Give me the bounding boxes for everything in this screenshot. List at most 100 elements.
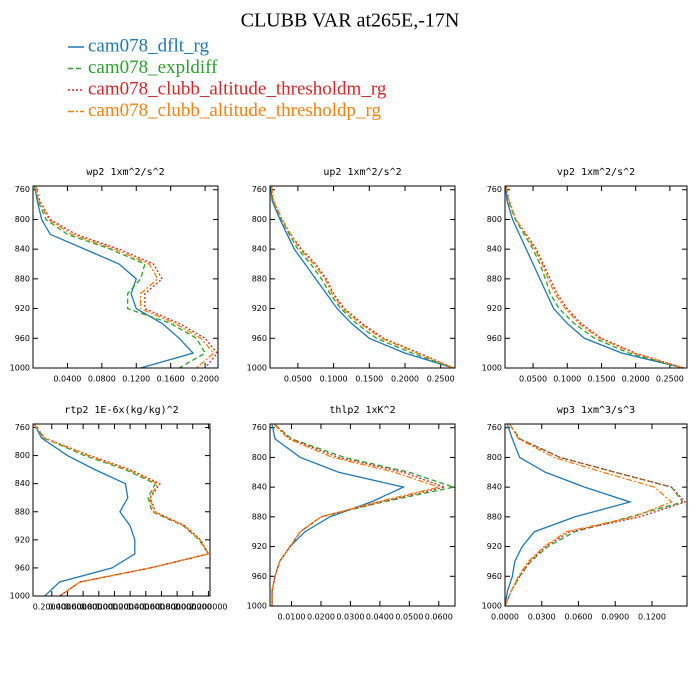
x-tick-label: 1.200000 bbox=[111, 603, 149, 612]
y-tick-label: 960 bbox=[487, 334, 502, 343]
series-line bbox=[504, 424, 687, 607]
y-tick-label: 960 bbox=[252, 334, 267, 343]
legend-label: cam078_clubb_altitude_thresholdp_rg bbox=[88, 100, 382, 121]
x-tick-label: 0.200000 bbox=[33, 603, 71, 612]
series-line bbox=[504, 424, 633, 607]
x-tick-label: 1.600000 bbox=[142, 603, 180, 612]
y-tick-label: 840 bbox=[15, 245, 30, 254]
x-tick-label: 0.1200 bbox=[122, 375, 150, 384]
x-tick-label: 0.400000 bbox=[48, 603, 86, 612]
series-line bbox=[505, 186, 684, 369]
x-tick-label: 0.0300 bbox=[336, 613, 364, 622]
x-tick-label: 0.1200 bbox=[638, 613, 666, 622]
y-tick-label: 920 bbox=[252, 304, 267, 313]
series-line bbox=[33, 424, 136, 597]
y-tick-label: 840 bbox=[487, 483, 502, 492]
panel-title: vp2 1xm^2/s^2 bbox=[557, 167, 635, 178]
x-tick-label: 0.0200 bbox=[307, 613, 335, 622]
series-line bbox=[34, 424, 210, 597]
y-tick-label: 880 bbox=[15, 507, 30, 516]
y-tick-label: 760 bbox=[252, 423, 267, 432]
y-tick-label: 760 bbox=[487, 185, 502, 194]
legend-label: cam078_dflt_rg bbox=[88, 35, 210, 56]
figure-title: CLUBB VAR at265E,-17N bbox=[241, 10, 460, 32]
x-tick-label: 1.000000 bbox=[95, 603, 133, 612]
plot-frame bbox=[504, 423, 688, 607]
y-tick-label: 880 bbox=[487, 274, 502, 283]
y-tick-label: 840 bbox=[252, 245, 267, 254]
y-tick-label: 760 bbox=[15, 185, 30, 194]
series-line bbox=[270, 186, 454, 369]
x-tick-label: 0.0900 bbox=[601, 613, 629, 622]
y-tick-label: 920 bbox=[252, 542, 267, 551]
series-line bbox=[505, 186, 684, 369]
x-tick-label: 0.0500 bbox=[519, 375, 547, 384]
x-tick-label: 0.2000 bbox=[391, 375, 419, 384]
series-line bbox=[34, 186, 195, 369]
y-tick-label: 880 bbox=[15, 274, 30, 283]
y-tick-label: 1000 bbox=[10, 592, 30, 601]
plot-frame bbox=[269, 185, 456, 369]
panel-title: thlp2 1xK^2 bbox=[329, 405, 395, 416]
y-tick-label: 800 bbox=[487, 215, 502, 224]
legend-label: cam078_clubb_altitude_thresholdm_rg bbox=[88, 78, 387, 99]
y-tick-label: 1000 bbox=[247, 364, 267, 373]
series-line bbox=[504, 424, 673, 607]
x-tick-label: 0.600000 bbox=[64, 603, 102, 612]
y-tick-label: 1000 bbox=[482, 364, 502, 373]
y-tick-label: 800 bbox=[15, 215, 30, 224]
x-tick-label: 0.800000 bbox=[80, 603, 118, 612]
panel-title: up2 1xm^2/s^2 bbox=[323, 167, 401, 178]
series-line bbox=[270, 186, 454, 369]
y-tick-label: 800 bbox=[252, 453, 267, 462]
x-tick-label: 1.800000 bbox=[158, 603, 196, 612]
legend-label: cam078_expldiff bbox=[88, 57, 218, 78]
y-tick-label: 840 bbox=[252, 483, 267, 492]
y-tick-label: 920 bbox=[487, 304, 502, 313]
x-tick-label: 0.0500 bbox=[284, 375, 312, 384]
y-tick-label: 1000 bbox=[10, 364, 30, 373]
y-tick-label: 960 bbox=[487, 572, 502, 581]
x-tick-label: 0.0400 bbox=[366, 613, 394, 622]
y-tick-label: 960 bbox=[252, 572, 267, 581]
y-tick-label: 1000 bbox=[482, 602, 502, 611]
x-tick-label: 0.1600 bbox=[157, 375, 185, 384]
x-tick-label: 0.1500 bbox=[587, 375, 615, 384]
y-tick-label: 960 bbox=[15, 563, 30, 572]
y-tick-label: 800 bbox=[252, 215, 267, 224]
y-tick-label: 880 bbox=[252, 274, 267, 283]
plot-frame bbox=[32, 185, 219, 369]
x-tick-label: 1.400000 bbox=[127, 603, 165, 612]
series-line bbox=[271, 424, 457, 606]
x-tick-label: 0.2000 bbox=[191, 375, 219, 384]
series-line bbox=[270, 186, 454, 369]
y-tick-label: 880 bbox=[252, 512, 267, 521]
panel-title: wp2 1xm^2/s^2 bbox=[86, 167, 164, 178]
x-tick-label: 0.0300 bbox=[528, 613, 556, 622]
y-tick-label: 960 bbox=[15, 334, 30, 343]
series-line bbox=[270, 186, 454, 369]
y-tick-label: 760 bbox=[252, 185, 267, 194]
x-tick-label: 2.200000 bbox=[189, 603, 227, 612]
series-line bbox=[505, 186, 684, 369]
y-tick-label: 800 bbox=[15, 451, 30, 460]
y-tick-label: 800 bbox=[487, 453, 502, 462]
x-tick-label: 0.0500 bbox=[395, 613, 423, 622]
x-tick-label: 0.0600 bbox=[425, 613, 453, 622]
x-tick-label: 0.1500 bbox=[355, 375, 383, 384]
x-tick-label: 0.1000 bbox=[553, 375, 581, 384]
series-line bbox=[34, 186, 215, 369]
series-line bbox=[271, 424, 447, 606]
y-tick-label: 760 bbox=[487, 423, 502, 432]
series-line bbox=[271, 424, 442, 606]
series-line bbox=[271, 424, 406, 606]
series-line bbox=[34, 424, 210, 597]
series-line bbox=[504, 424, 684, 607]
x-tick-label: 0.0800 bbox=[88, 375, 116, 384]
y-tick-label: 920 bbox=[15, 304, 30, 313]
x-tick-label: 0.0600 bbox=[564, 613, 592, 622]
y-tick-label: 840 bbox=[487, 245, 502, 254]
x-tick-label: 2.000000 bbox=[174, 603, 212, 612]
y-tick-label: 840 bbox=[15, 479, 30, 488]
y-tick-label: 920 bbox=[487, 542, 502, 551]
